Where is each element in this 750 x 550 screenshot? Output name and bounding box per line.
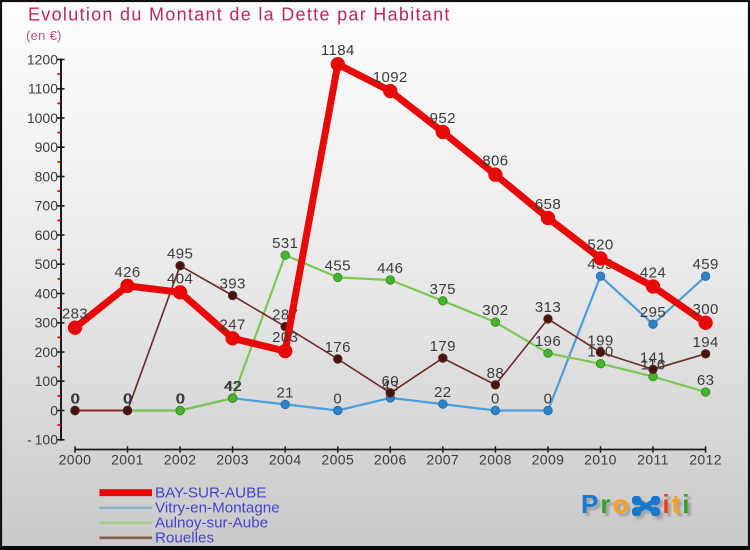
svg-text:375: 375 [430, 281, 456, 298]
svg-text:2002: 2002 [164, 452, 197, 468]
svg-text:2012: 2012 [689, 452, 722, 468]
svg-text:455: 455 [325, 257, 351, 274]
svg-text:194: 194 [692, 334, 718, 351]
svg-text:42: 42 [225, 378, 243, 395]
svg-text:800: 800 [35, 168, 59, 184]
svg-text:0: 0 [124, 391, 133, 408]
svg-text:199: 199 [587, 332, 613, 349]
svg-text:700: 700 [35, 198, 59, 214]
svg-text:1092: 1092 [373, 69, 408, 86]
svg-text:2010: 2010 [584, 452, 617, 468]
svg-text:Evolution du Montant de la Det: Evolution du Montant de la Dette par Hab… [28, 5, 451, 25]
svg-text:21: 21 [276, 384, 294, 401]
svg-text:196: 196 [535, 333, 561, 350]
svg-text:0: 0 [177, 391, 186, 408]
svg-text:60: 60 [382, 373, 400, 390]
svg-text:0: 0 [71, 391, 80, 408]
svg-text:300: 300 [692, 301, 718, 318]
svg-text:1000: 1000 [27, 110, 58, 126]
svg-text:0: 0 [491, 391, 500, 408]
svg-text:313: 313 [535, 299, 561, 316]
svg-text:424: 424 [640, 265, 666, 282]
svg-text:0: 0 [72, 391, 81, 408]
svg-text:2007: 2007 [426, 452, 459, 468]
svg-text:2001: 2001 [111, 452, 144, 468]
svg-text:283: 283 [62, 306, 88, 323]
svg-text:0: 0 [72, 391, 81, 408]
svg-text:2009: 2009 [532, 452, 565, 468]
svg-text:0: 0 [124, 391, 133, 408]
svg-text:203: 203 [272, 329, 298, 346]
svg-text:404: 404 [167, 270, 193, 287]
svg-text:0: 0 [176, 391, 185, 408]
svg-text:495: 495 [167, 246, 193, 263]
svg-text:426: 426 [114, 264, 140, 281]
svg-text:- 100: - 100 [27, 432, 58, 448]
svg-text:100: 100 [35, 373, 59, 389]
svg-text:0: 0 [333, 391, 342, 408]
svg-text:BAY-SUR-AUBE: BAY-SUR-AUBE [155, 484, 266, 501]
svg-text:520: 520 [587, 236, 613, 253]
svg-text:0: 0 [124, 391, 133, 408]
svg-text:1100: 1100 [28, 81, 58, 97]
svg-text:952: 952 [430, 110, 456, 127]
svg-text:2005: 2005 [321, 452, 354, 468]
svg-text:0: 0 [177, 391, 186, 408]
svg-text:42: 42 [224, 378, 242, 395]
svg-text:400: 400 [35, 285, 59, 301]
svg-text:Aulnoy-sur-Aube: Aulnoy-sur-Aube [155, 515, 268, 532]
svg-text:0: 0 [176, 391, 185, 408]
svg-text:141: 141 [640, 349, 666, 366]
svg-text:(en €): (en €) [26, 28, 62, 43]
svg-text:176: 176 [325, 339, 351, 356]
svg-text:0: 0 [50, 402, 58, 418]
svg-text:63: 63 [697, 372, 715, 389]
svg-text:88: 88 [487, 365, 505, 382]
svg-text:302: 302 [482, 302, 508, 319]
svg-text:393: 393 [219, 276, 245, 293]
svg-text:295: 295 [640, 304, 666, 321]
svg-text:42: 42 [224, 378, 242, 395]
svg-text:459: 459 [692, 256, 718, 273]
svg-text:658: 658 [535, 196, 561, 213]
svg-text:2004: 2004 [269, 452, 302, 468]
svg-text:2006: 2006 [374, 452, 407, 468]
svg-text:531: 531 [272, 235, 298, 252]
svg-text:0: 0 [123, 391, 132, 408]
svg-text:0: 0 [72, 391, 81, 408]
svg-text:0: 0 [123, 391, 132, 408]
svg-text:2000: 2000 [59, 452, 92, 468]
svg-text:2011: 2011 [637, 452, 669, 468]
svg-text:Vitry-en-Montagne: Vitry-en-Montagne [155, 500, 280, 517]
svg-text:Rouelles: Rouelles [155, 530, 215, 547]
svg-text:500: 500 [35, 256, 59, 272]
svg-text:2008: 2008 [479, 452, 512, 468]
svg-text:0: 0 [71, 391, 80, 408]
svg-text:179: 179 [430, 338, 456, 355]
svg-text:0: 0 [123, 391, 132, 408]
svg-text:806: 806 [482, 153, 508, 170]
svg-text:1184: 1184 [321, 42, 355, 59]
svg-text:22: 22 [434, 384, 452, 401]
svg-text:900: 900 [35, 139, 59, 155]
svg-text:300: 300 [35, 315, 59, 331]
svg-text:0: 0 [544, 391, 553, 408]
svg-text:247: 247 [219, 316, 245, 333]
svg-text:200: 200 [35, 344, 59, 360]
svg-text:600: 600 [35, 227, 59, 243]
svg-text:0: 0 [71, 391, 80, 408]
svg-text:1200: 1200 [27, 51, 58, 67]
svg-text:2003: 2003 [216, 452, 249, 468]
svg-text:446: 446 [377, 260, 403, 277]
